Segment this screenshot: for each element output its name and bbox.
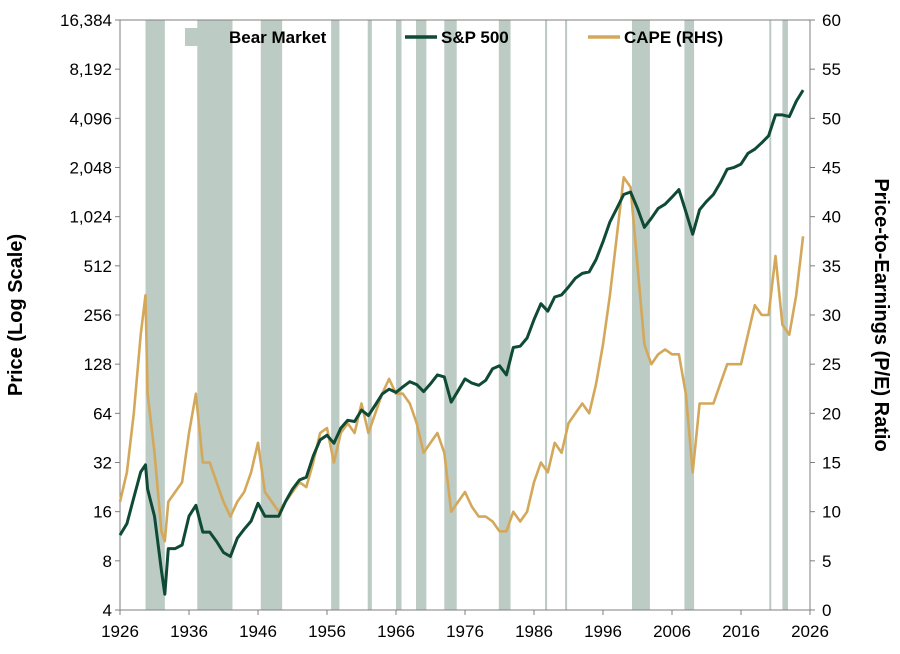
- bear-market-band-2: [260, 20, 283, 610]
- bear-market-band-10: [565, 20, 568, 610]
- bear-market-bands: [145, 20, 788, 610]
- right-tick-label: 45: [822, 159, 841, 178]
- left-tick-label: 8,192: [69, 60, 112, 79]
- left-tick-label: 32: [93, 454, 112, 473]
- bear-market-band-5: [396, 20, 402, 610]
- right-tick-label: 0: [822, 601, 831, 620]
- x-tick-label: 1996: [584, 622, 622, 641]
- left-tick-label: 128: [84, 355, 112, 374]
- right-axis: 0 5 10 15 20 25 30 35 40 45 50 55 60: [810, 11, 841, 620]
- right-tick-label: 40: [822, 208, 841, 227]
- series-line-s-p-500: [118, 89, 805, 596]
- x-tick-label: 1926: [101, 622, 139, 641]
- right-tick-label: 50: [822, 109, 841, 128]
- x-tick-label: 2016: [722, 622, 760, 641]
- right-tick-label: 10: [822, 503, 841, 522]
- left-tick-label: 64: [93, 404, 112, 423]
- x-tick-label: 1966: [377, 622, 415, 641]
- x-tick-label: 2026: [791, 622, 829, 641]
- left-tick-label: 4,096: [69, 109, 112, 128]
- y-right-axis-title: Price-to-Earnings (P/E) Ratio: [870, 178, 892, 451]
- bear-market-band-4: [367, 20, 372, 610]
- bear-market-band-13: [769, 20, 772, 610]
- legend-label-s-p-500: S&P 500: [441, 28, 509, 47]
- right-tick-label: 60: [822, 11, 841, 30]
- legend-label-bear-market: Bear Market: [229, 28, 327, 47]
- right-tick-label: 55: [822, 60, 841, 79]
- right-tick-label: 30: [822, 306, 841, 325]
- left-tick-label: 8: [103, 552, 112, 571]
- bear-market-band-9: [545, 20, 548, 610]
- legend-label-cape-rhs: CAPE (RHS): [624, 28, 723, 47]
- right-tick-label: 15: [822, 454, 841, 473]
- bear-market-band-1: [197, 20, 233, 610]
- bear-market-band-0: [145, 20, 165, 610]
- x-tick-label: 1956: [308, 622, 346, 641]
- right-tick-label: 25: [822, 355, 841, 374]
- legend-swatch-bear-market: [185, 28, 223, 46]
- y-left-axis-title: Price (Log Scale): [5, 234, 27, 396]
- right-tick-label: 5: [822, 552, 831, 571]
- legend: Bear Market S&P 500 CAPE (RHS): [185, 28, 723, 47]
- bear-market-band-12: [684, 20, 695, 610]
- x-tick-label: 2006: [653, 622, 691, 641]
- series-line-cape-rhs: [118, 176, 805, 543]
- left-tick-label: 256: [84, 306, 112, 325]
- left-tick-label: 16: [93, 503, 112, 522]
- series-layer: [118, 89, 805, 596]
- left-tick-label: 2,048: [69, 159, 112, 178]
- left-tick-label: 1,024: [69, 208, 112, 227]
- x-tick-label: 1986: [515, 622, 553, 641]
- left-tick-label: 4: [103, 601, 112, 620]
- bear-market-band-6: [416, 20, 427, 610]
- left-tick-label: 512: [84, 257, 112, 276]
- bear-market-band-3: [331, 20, 340, 610]
- x-tick-label: 1946: [239, 622, 277, 641]
- bear-market-band-8: [498, 20, 511, 610]
- x-axis: 1926 1936 1946 1956 1966 1976 1986 1996 2006 2016…: [101, 610, 829, 641]
- right-tick-label: 35: [822, 257, 841, 276]
- left-axis: 4 8 16 32 64 128 256 512 1,024 2,048 4,096 8,192 16,…: [60, 11, 120, 620]
- left-tick-label: 16,384: [60, 11, 112, 30]
- x-tick-label: 1976: [446, 622, 484, 641]
- bear-market-band-14: [782, 20, 788, 610]
- right-tick-label: 20: [822, 404, 841, 423]
- bear-market-band-7: [444, 20, 457, 610]
- x-tick-label: 1936: [170, 622, 208, 641]
